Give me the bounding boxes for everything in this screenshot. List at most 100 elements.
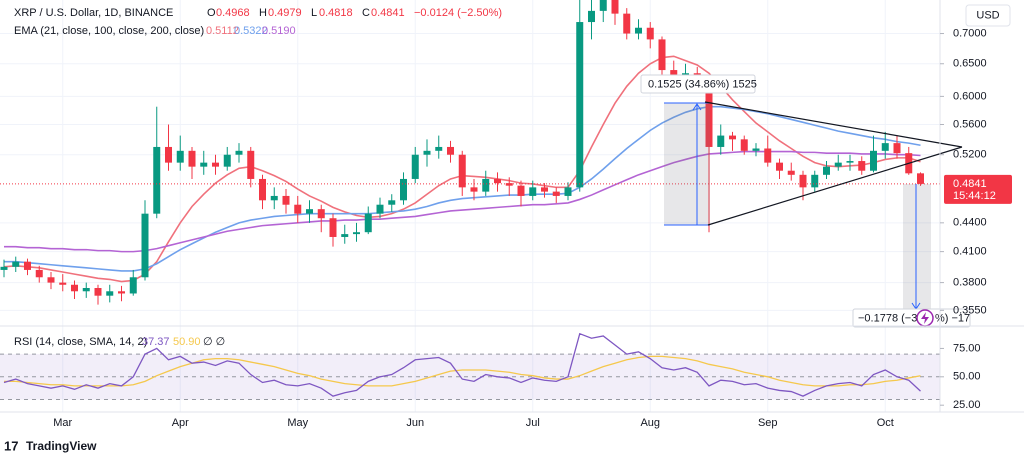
candle-body xyxy=(599,0,607,11)
indicator-value: ∅ ∅ xyxy=(203,336,225,348)
candle-body xyxy=(799,174,807,188)
legend-key: C xyxy=(362,7,370,19)
rsi-pane xyxy=(0,332,940,401)
candle-body xyxy=(306,209,313,214)
candle-body xyxy=(24,261,31,270)
x-tick-label: Jun xyxy=(406,417,424,429)
y-tick-label: 0.6000 xyxy=(953,90,987,102)
grid xyxy=(0,0,940,412)
candle-body xyxy=(141,213,149,278)
candle-body xyxy=(235,150,243,155)
last-price-tag xyxy=(944,174,1012,204)
brand-logo: 17 xyxy=(4,438,18,453)
candle-body xyxy=(153,146,161,214)
currency[interactable]: USD xyxy=(976,9,999,21)
candle-body xyxy=(435,146,443,151)
ema-line xyxy=(4,105,921,272)
candle-body xyxy=(165,146,172,163)
rsi-line xyxy=(4,355,921,387)
y-tick-label: 0.3550 xyxy=(953,304,987,316)
rsi-band xyxy=(0,354,940,400)
candle-body xyxy=(82,288,90,292)
candle-body xyxy=(717,135,725,147)
last-price: 0.4841 xyxy=(953,178,987,190)
candle-body xyxy=(505,183,513,186)
candle-body xyxy=(752,148,760,151)
trend-line xyxy=(704,101,963,148)
indicator-value: 37.37 xyxy=(142,336,170,348)
drawings: 0.1525 (34.86%) 1525 −0.1778 (−3 %) −17 xyxy=(640,74,971,328)
y-tick-label: 0.7000 xyxy=(953,27,987,39)
indicator-value: 0.5112 xyxy=(206,25,239,37)
measure-label: 0.1525 (34.86%) 1525 xyxy=(648,78,757,90)
candle-body xyxy=(870,150,877,171)
candle-body xyxy=(35,269,43,278)
indicator-value: 50.90 xyxy=(173,336,201,348)
candle-body xyxy=(529,187,537,196)
arrow-head xyxy=(692,103,702,111)
y-tick-label: 0.4100 xyxy=(953,246,987,258)
y-tick-label: 25.00 xyxy=(953,399,981,411)
candle-body xyxy=(635,27,642,34)
candle-body xyxy=(564,187,572,196)
candle-body xyxy=(811,174,819,188)
candle-body xyxy=(188,150,196,167)
x-tick-label: Mar xyxy=(53,417,72,429)
candle-body xyxy=(517,185,525,196)
candle-body xyxy=(740,139,748,151)
candle-body xyxy=(834,162,842,167)
legend: XRP / U.S. Dollar, 1D, BINANCE O 0.4968 … xyxy=(14,7,502,348)
candle-body xyxy=(270,195,278,201)
measure-label: %) −17 xyxy=(935,312,970,324)
legend-key: O xyxy=(207,7,216,19)
candle-body xyxy=(259,178,266,201)
candle-body xyxy=(129,277,137,294)
candle-body xyxy=(59,282,67,285)
candle-body xyxy=(411,154,419,179)
candle-body xyxy=(423,150,431,155)
legend-key: L xyxy=(311,7,317,19)
candle-body xyxy=(329,218,337,237)
candle-body xyxy=(729,135,736,140)
candle-body xyxy=(623,13,631,34)
y-tick-label: 50.00 xyxy=(953,371,981,383)
brand: 17 TradingView xyxy=(4,438,97,453)
candle-body xyxy=(447,146,454,155)
y-tick-label: 0.3800 xyxy=(953,277,987,289)
measure-area xyxy=(664,103,710,225)
candle-body xyxy=(470,187,478,192)
x-tick-label: Sep xyxy=(758,417,778,429)
x-tick-label: May xyxy=(287,417,308,429)
alert-icon-bolt xyxy=(921,312,929,324)
x-tick-label: Aug xyxy=(640,417,660,429)
x-tick-label: Apr xyxy=(172,417,189,429)
candle-body xyxy=(212,162,219,167)
y-tick-label: 75.00 xyxy=(953,342,981,354)
currency-button[interactable] xyxy=(965,4,1011,27)
indicator-title: RSI (14, close, SMA, 14, 2) xyxy=(14,336,147,348)
candle-body xyxy=(787,170,795,175)
candle-body xyxy=(247,150,255,179)
candle-body xyxy=(71,284,78,292)
candle-body xyxy=(458,154,466,188)
candle-body xyxy=(223,154,231,167)
candle-body xyxy=(776,162,783,171)
indicator-value: 0.5190 xyxy=(262,25,296,37)
legend-key: H xyxy=(259,7,267,19)
candle-body xyxy=(94,288,102,296)
y-tick-label: 0.4400 xyxy=(953,217,987,229)
candle-body xyxy=(541,187,548,192)
legend-change: −0.0124 (−2.50%) xyxy=(414,7,502,19)
trend-line xyxy=(707,146,963,226)
candle-body xyxy=(106,291,114,296)
candle-body xyxy=(858,161,866,171)
candle-body xyxy=(881,143,889,151)
candle-body xyxy=(893,143,901,154)
candle-body xyxy=(552,191,560,196)
brand-name: TradingView xyxy=(26,439,97,453)
measure-label-box xyxy=(852,308,971,328)
candle-body xyxy=(588,10,595,23)
countdown: 15:44:12 xyxy=(953,190,996,202)
